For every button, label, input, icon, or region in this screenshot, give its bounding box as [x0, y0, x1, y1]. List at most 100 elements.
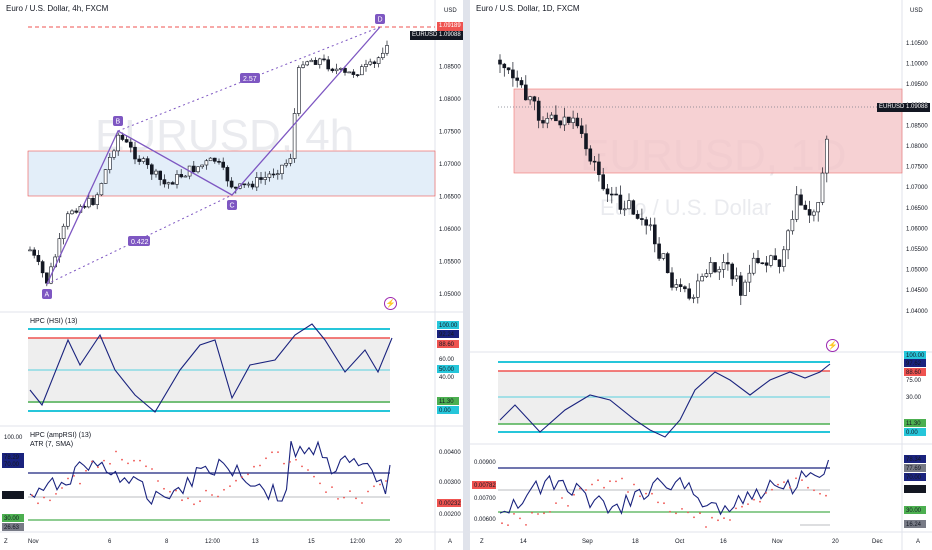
demand-zone	[27, 150, 436, 197]
atr-dot	[85, 469, 87, 472]
chart-canvas-1d[interactable]: EURUSD, 1DEuro / U.S. DollarUSD1.105001.…	[470, 0, 932, 550]
candle-body	[229, 180, 234, 188]
candle-body	[234, 186, 238, 189]
atr-dot	[525, 524, 527, 526]
candle-body	[313, 59, 318, 65]
candle-body	[259, 177, 263, 180]
candle-body	[120, 134, 125, 140]
ratio-label: 0.422	[131, 239, 149, 246]
lightning-icon[interactable]: ⚡	[384, 297, 397, 310]
panel-divider[interactable]	[463, 0, 470, 550]
price-tag-last: 1.09088	[904, 103, 930, 112]
candle-body	[549, 114, 554, 119]
atr-dot	[367, 490, 369, 493]
scale-badge	[437, 365, 459, 373]
atr-dot	[67, 477, 69, 480]
chart-panel-1d[interactable]: EURUSD, 1DEuro / U.S. DollarUSD1.105001.…	[470, 0, 932, 550]
candle-body	[726, 262, 730, 265]
candle-body	[696, 280, 700, 298]
scale-badge	[904, 351, 926, 359]
candle-body	[129, 141, 133, 148]
candle-body	[807, 209, 812, 216]
candle-body	[61, 225, 66, 239]
time-tick: 20	[395, 539, 402, 545]
candle-body	[246, 183, 251, 186]
chart-canvas-4h[interactable]: EURUSD, 4hEuro / U.S. DollarUSD1.090001.…	[0, 0, 463, 550]
candle-body	[618, 194, 623, 210]
candle-body	[196, 166, 200, 173]
candle-body	[322, 58, 326, 61]
candle-body	[338, 68, 343, 70]
atr-scale-tick: 0.00782	[474, 483, 496, 489]
atr-dot	[97, 466, 99, 469]
atr-dot	[615, 480, 617, 483]
atr-dot	[741, 505, 743, 508]
candle-body	[305, 61, 310, 66]
scale-badge	[2, 460, 24, 468]
scale-badge	[904, 473, 926, 481]
scale-badge	[904, 520, 926, 528]
atr-dot	[813, 489, 815, 492]
atr-dot	[783, 481, 785, 483]
atr-dot	[265, 457, 267, 460]
candle-body	[40, 261, 45, 274]
indicator-hsi-label: HPC (HSI) (13)	[30, 318, 78, 325]
atr-dot	[235, 479, 237, 482]
candle-body	[786, 230, 790, 251]
ratio-badge	[240, 73, 260, 83]
candle-body	[36, 255, 41, 262]
atr-scale-tick: 0.00700	[474, 496, 496, 502]
candle-body	[192, 165, 196, 173]
amprsi-scale-tick: 78.34	[906, 457, 922, 463]
candle-body	[824, 138, 829, 174]
atr-dot	[777, 483, 779, 486]
atr-dot	[271, 451, 273, 454]
hsi-scale-tick: 100.00	[439, 323, 458, 329]
candle-body	[380, 52, 385, 59]
candle-body	[687, 288, 691, 299]
candle-body	[738, 275, 743, 296]
price-tick: 1.05500	[439, 260, 461, 266]
scale-badge	[437, 340, 459, 348]
price-tick: 1.08000	[906, 144, 928, 150]
candle-body	[721, 262, 726, 270]
atr-dot	[801, 479, 803, 481]
lightning-icon[interactable]: ⚡	[826, 339, 839, 352]
atr-dot	[139, 459, 141, 462]
atr-dot	[819, 492, 821, 495]
candle-body	[242, 183, 246, 186]
atr-dot	[789, 486, 791, 489]
atr-dot	[205, 489, 207, 492]
atr-dot	[657, 501, 659, 504]
amprsi-scale-tick: 70.00	[4, 462, 20, 468]
candle-body	[769, 255, 773, 266]
price-tick: 1.05500	[906, 247, 928, 253]
candle-body	[597, 161, 601, 175]
atr-dot	[501, 522, 503, 525]
candle-body	[385, 45, 389, 54]
hsi-scale-tick: 97.62	[906, 361, 922, 367]
hsi-scale-tick: 40.00	[439, 375, 455, 381]
hsi-scale-tick: 0.00	[439, 408, 451, 414]
hsi-band-fill	[28, 338, 390, 403]
atr-dot	[145, 465, 147, 468]
atr-dot	[663, 502, 665, 505]
candle-body	[691, 296, 696, 299]
time-tick: 16	[720, 539, 727, 545]
candle-body	[95, 194, 99, 205]
candle-body	[610, 193, 614, 196]
price-tag-last: 1.09088	[437, 31, 463, 40]
scale-badge	[904, 464, 926, 472]
candle-body	[592, 160, 597, 163]
amprsi-line	[29, 440, 391, 506]
atr-dot	[735, 507, 737, 510]
candle-body	[280, 164, 284, 174]
atr-dot	[771, 488, 773, 491]
candle-body	[812, 211, 816, 216]
chart-panel-4h[interactable]: EURUSD, 4hEuro / U.S. DollarUSD1.090001.…	[0, 0, 463, 550]
atr-dot	[151, 468, 153, 470]
candle-body	[532, 96, 537, 102]
scale-badge	[904, 506, 926, 514]
atr-dot	[543, 512, 545, 515]
price-tick: 1.05000	[439, 292, 461, 298]
